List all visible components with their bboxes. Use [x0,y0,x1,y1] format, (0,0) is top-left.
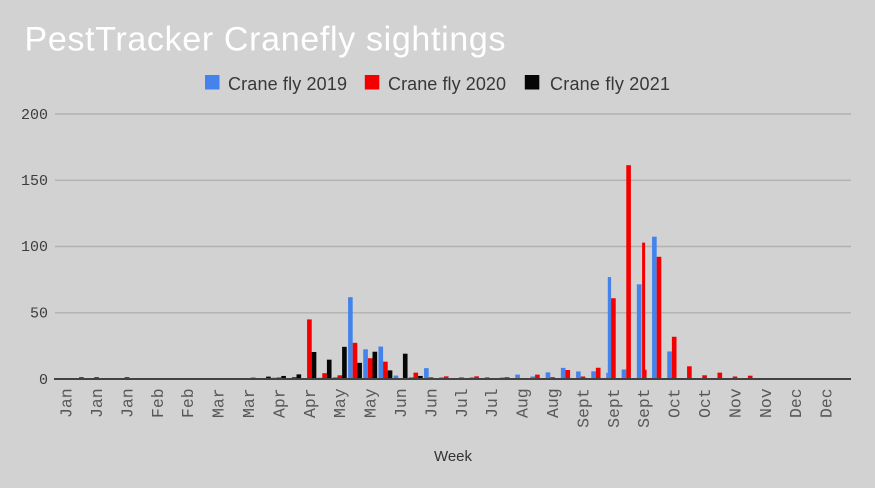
svg-text:Nov: Nov [726,388,745,418]
svg-text:Mar: Mar [210,388,229,418]
svg-text:Sept: Sept [635,388,654,428]
svg-text:Week: Week [434,448,473,465]
svg-text:Oct: Oct [666,388,685,418]
svg-text:Sept: Sept [574,388,593,428]
svg-text:200: 200 [21,107,48,124]
svg-text:Jan: Jan [118,388,137,418]
svg-text:Oct: Oct [696,388,715,418]
svg-text:May: May [362,388,381,418]
svg-text:Jul: Jul [483,388,502,418]
svg-text:Nov: Nov [757,388,776,418]
svg-text:Feb: Feb [179,388,198,418]
svg-text:May: May [331,388,350,418]
svg-text:Jul: Jul [453,388,472,418]
svg-text:Jan: Jan [88,388,107,418]
svg-text:100: 100 [21,239,48,256]
svg-text:Apr: Apr [301,388,320,418]
svg-text:Jan: Jan [58,388,77,418]
svg-text:PestTracker Cranefly sightings: PestTracker Cranefly sightings [25,21,506,59]
svg-text:150: 150 [21,173,48,190]
svg-text:0: 0 [39,372,48,389]
svg-text:Crane fly 2021: Crane fly 2021 [550,74,670,94]
svg-text:Apr: Apr [270,388,289,418]
svg-text:Dec: Dec [787,388,806,418]
svg-text:Sept: Sept [605,388,624,428]
svg-text:Mar: Mar [240,388,259,418]
svg-text:Feb: Feb [149,388,168,418]
svg-text:50: 50 [30,306,48,323]
svg-text:Crane fly 2019: Crane fly 2019 [228,74,347,94]
svg-text:Jun: Jun [392,388,411,418]
svg-text:Jun: Jun [422,388,441,418]
svg-text:Aug: Aug [514,388,533,418]
svg-text:Crane fly 2020: Crane fly 2020 [388,74,506,94]
svg-text:Aug: Aug [544,388,563,418]
svg-text:Dec: Dec [818,388,837,418]
